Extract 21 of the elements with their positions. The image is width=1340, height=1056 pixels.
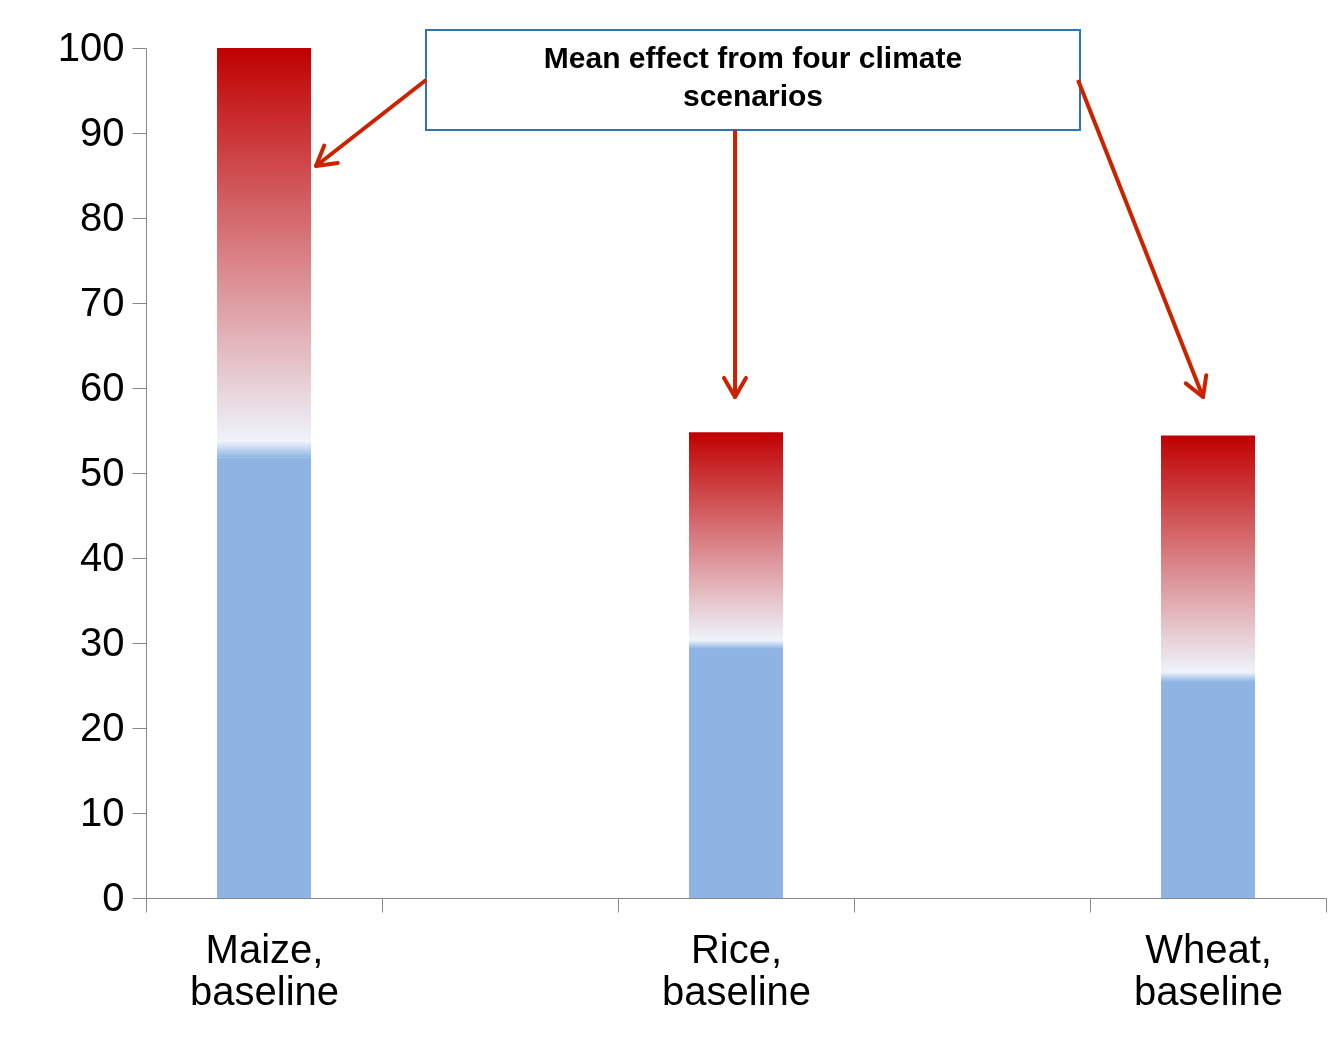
- y-tick-label: 90: [80, 109, 125, 154]
- y-tick-label: 80: [80, 194, 125, 239]
- x-tick-label: Rice, baseline: [661, 926, 812, 1013]
- y-tick-label: 10: [80, 789, 125, 834]
- bar: [217, 457, 311, 898]
- y-tick-label: 50: [80, 449, 125, 494]
- y-tick-label: 70: [80, 279, 125, 324]
- y-tick-label: 60: [80, 364, 125, 409]
- annotation: Mean effect from four climate scenarios: [543, 41, 963, 112]
- y-tick-label: 0: [102, 874, 125, 919]
- y-tick-label: 20: [80, 704, 125, 749]
- bar: [689, 648, 783, 898]
- y-tick-label: 40: [80, 534, 125, 579]
- bar: [217, 48, 311, 458]
- bar: [1161, 435, 1255, 683]
- bar: [1161, 682, 1255, 898]
- bar: [689, 432, 783, 649]
- x-tick-label: Wheat, baseline: [1133, 926, 1284, 1013]
- y-tick-label: 30: [80, 619, 125, 664]
- x-tick-label: Maize, baseline: [189, 926, 340, 1013]
- y-tick-label: 100: [57, 24, 125, 69]
